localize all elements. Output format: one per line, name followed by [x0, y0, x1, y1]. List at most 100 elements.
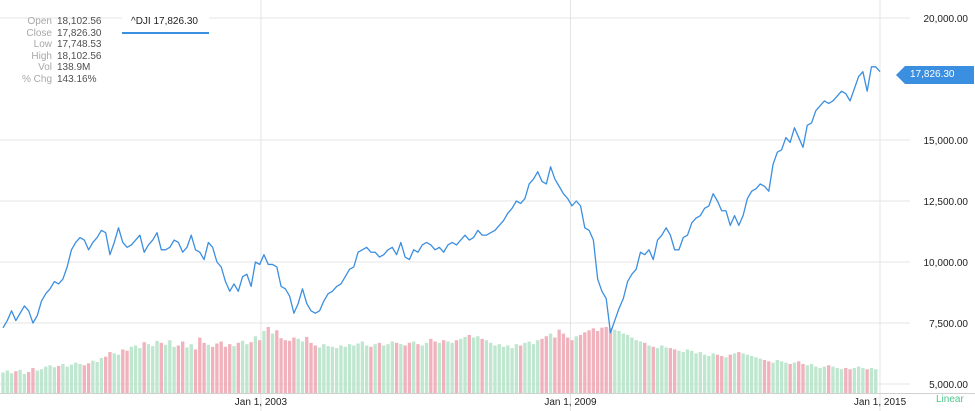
volume-bar: [544, 336, 548, 393]
volume-bar: [839, 369, 844, 393]
volume-bar: [26, 371, 31, 393]
volume-bar: [95, 361, 99, 393]
volume-bar: [56, 365, 61, 393]
volume-bar: [467, 334, 471, 393]
open-label: Open: [27, 16, 52, 27]
volume-bar: [501, 346, 506, 393]
volume-bar: [390, 341, 394, 393]
high-value: 18,102.56: [57, 50, 102, 62]
volume-bar: [527, 341, 531, 393]
volume-bar: [360, 341, 365, 393]
quote-row-low: Low 17,748.53: [14, 39, 102, 51]
volume-bar: [608, 328, 613, 393]
volume-bar: [313, 345, 317, 393]
volume-bar: [343, 346, 347, 393]
volume-bar: [818, 367, 822, 393]
volume-bar: [484, 340, 489, 393]
price-line-group: [2, 66, 881, 334]
volume-bar: [613, 329, 617, 393]
volume-bar: [283, 340, 288, 393]
volume-bar: [266, 327, 270, 393]
volume-bar: [112, 353, 116, 393]
volume-bar: [14, 371, 18, 393]
y-tick-label: 10,000.00: [924, 258, 969, 269]
volume-bar: [454, 340, 459, 393]
volume-bar: [206, 344, 211, 393]
scale-toggle[interactable]: Linear: [936, 394, 964, 405]
volume-bar: [865, 369, 869, 393]
volume-bar: [22, 373, 27, 393]
volume-bar: [146, 344, 151, 393]
volume-bar: [356, 343, 360, 393]
volume-bar: [377, 342, 382, 393]
volume-bar: [441, 340, 446, 393]
volume-bar: [159, 342, 163, 393]
volume-bar: [775, 360, 779, 393]
volume-bar: [711, 353, 715, 393]
volume-bar: [668, 348, 673, 393]
volume-bar: [129, 346, 134, 393]
volume-bar: [737, 352, 741, 393]
quote-row-open: Open 18,102.56: [14, 16, 102, 28]
volume-bar: [382, 345, 386, 393]
volume-bar: [630, 337, 634, 393]
quote-row-volume: Vol 138.9M: [14, 62, 102, 74]
volume-bar: [831, 366, 835, 393]
volume-label: Vol: [38, 62, 52, 74]
volume-bar: [694, 353, 698, 393]
y-tick-label: 20,000.00: [924, 14, 969, 25]
volume-bar: [317, 347, 322, 393]
volume-bar: [578, 334, 583, 393]
volume-bar: [416, 344, 420, 393]
volume-bar: [163, 344, 168, 393]
volume-bar: [193, 349, 198, 393]
volume-bar: [822, 366, 827, 393]
symbol-series-label: ^DJI 17,826.30: [131, 16, 198, 27]
volume-bar: [236, 342, 240, 393]
volume-bar: [724, 357, 728, 393]
volume-bar: [48, 365, 52, 393]
symbol-series-tag[interactable]: ^DJI 17,826.30: [122, 12, 209, 34]
volume-bar: [78, 363, 82, 393]
volume-bar: [450, 342, 454, 393]
x-tick-label: Jan 1, 2009: [544, 397, 597, 408]
volume-bar: [412, 341, 416, 393]
volume-bar: [108, 352, 112, 393]
volume-bar: [305, 336, 309, 393]
volume-bar: [707, 356, 711, 393]
volume-bar: [403, 345, 407, 393]
low-label: Low: [33, 39, 52, 51]
volume-bar: [489, 342, 493, 393]
volume-bar: [74, 362, 78, 393]
volume-bar: [566, 337, 570, 393]
high-label: High: [31, 50, 52, 62]
price-line: [2, 66, 881, 334]
volume-bar: [176, 345, 181, 393]
volume-bar: [253, 336, 258, 393]
volume-bar: [741, 353, 745, 393]
volume-bar: [826, 365, 831, 393]
volume-bar: [228, 344, 232, 393]
volume-bar: [1, 372, 5, 393]
x-axis: Jan 1, 2003 Jan 1, 2009 Jan 1, 2015: [235, 397, 907, 408]
open-value: 18,102.56: [57, 16, 102, 27]
volume-bar: [125, 350, 129, 393]
volume-bar: [784, 362, 788, 393]
volume-bar: [600, 327, 604, 393]
volume-bar: [805, 365, 809, 393]
current-price-tag: 17,826.30: [896, 66, 974, 84]
volume-bar: [424, 342, 429, 393]
quote-row-pct-change: % Chg 143.16%: [14, 74, 102, 86]
volume-bar: [514, 344, 519, 393]
volume-bar: [685, 349, 690, 393]
volume-bar: [52, 367, 57, 393]
volume-bar: [672, 349, 677, 393]
volume-bar: [198, 337, 202, 393]
volume-bar: [446, 341, 450, 393]
volume-bar: [347, 344, 352, 393]
y-tick-label: 12,500.00: [924, 197, 969, 208]
volume-bars: [1, 327, 878, 393]
volume-bar: [874, 369, 878, 393]
volume-bar: [121, 349, 125, 393]
